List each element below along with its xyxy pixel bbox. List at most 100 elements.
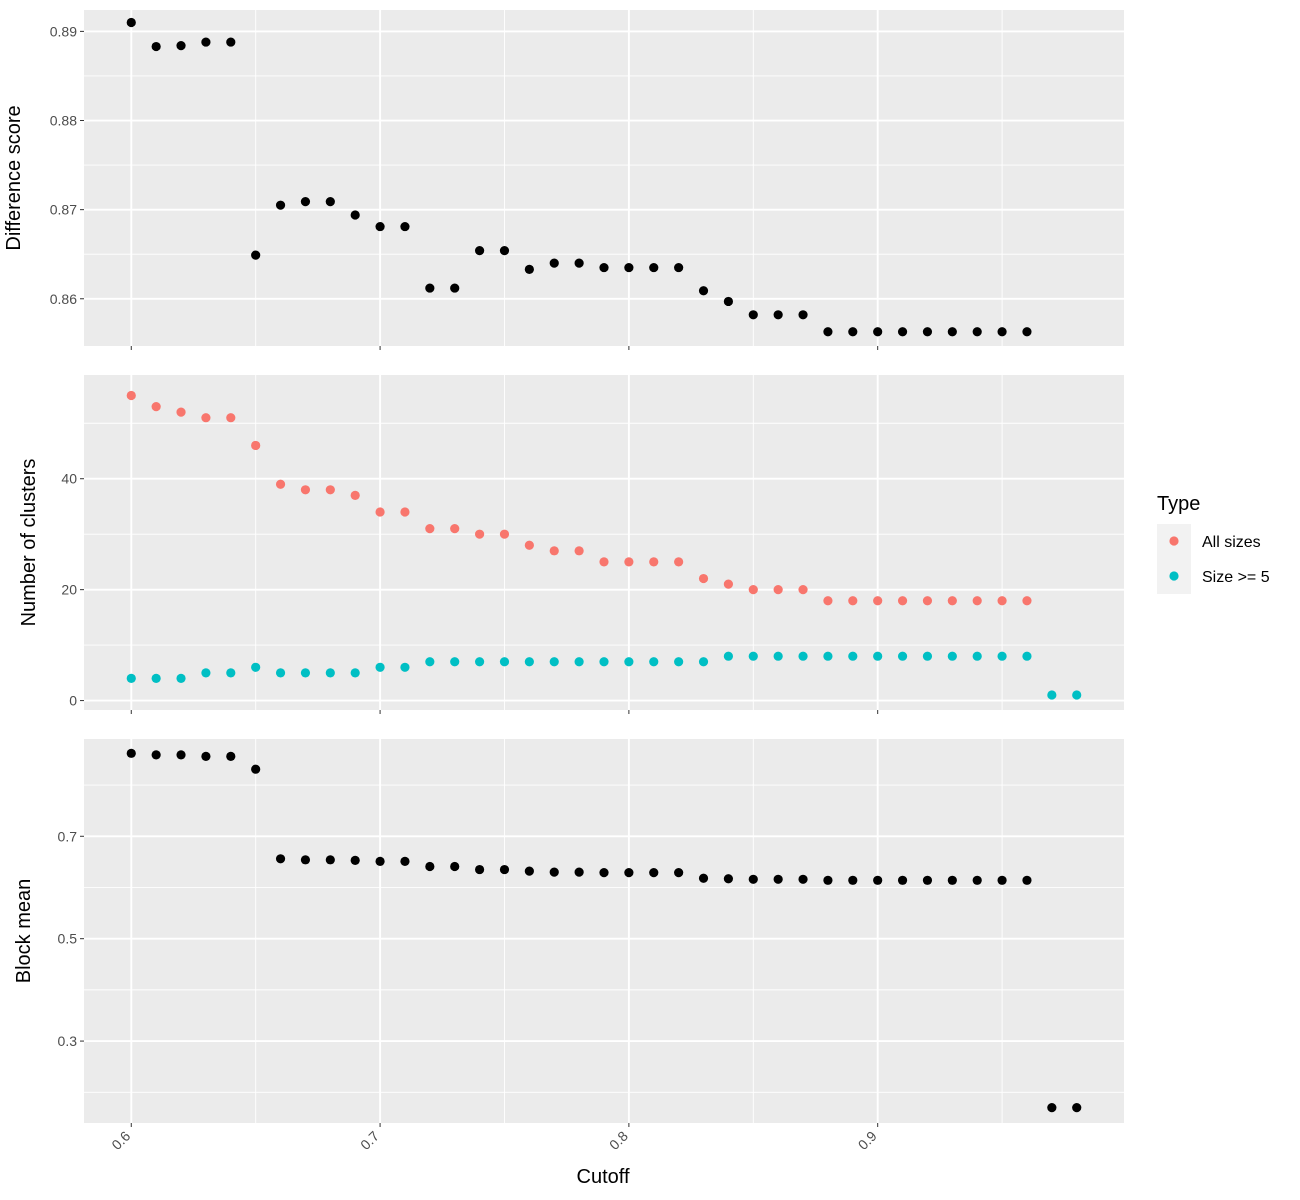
data-point (176, 673, 186, 683)
data-point (450, 524, 460, 534)
data-point (275, 668, 286, 678)
data-point (748, 651, 758, 661)
data-point (350, 855, 360, 865)
data-point (1022, 596, 1032, 606)
data-point (474, 864, 485, 875)
data-point (624, 557, 634, 567)
data-point (773, 874, 783, 884)
data-point (972, 875, 982, 885)
data-point (798, 651, 808, 661)
legend-key-size-ge-5 (1169, 571, 1179, 581)
data-point (723, 874, 734, 884)
data-point (674, 657, 684, 667)
data-point (549, 546, 559, 556)
data-point (1022, 875, 1032, 885)
data-point (300, 668, 311, 678)
y-tick-label: 0 (69, 693, 77, 709)
panel-background (84, 10, 1124, 346)
data-point (997, 327, 1007, 337)
data-point (251, 440, 261, 451)
data-point (226, 751, 236, 762)
data-point (1022, 651, 1032, 661)
series-all-sizes (126, 390, 1032, 606)
data-point (922, 596, 933, 606)
data-point (275, 200, 286, 210)
data-point (947, 651, 957, 661)
data-point (425, 657, 435, 667)
data-point (126, 748, 136, 758)
data-point (599, 557, 609, 567)
data-point (474, 529, 485, 539)
data-point (698, 657, 709, 667)
data-point (897, 596, 908, 606)
data-point (798, 310, 808, 320)
data-point (649, 557, 659, 567)
data-point (823, 327, 833, 337)
data-point (873, 651, 883, 661)
y-tick-label: 0.87 (50, 202, 77, 218)
data-point (723, 651, 734, 661)
data-point (574, 546, 584, 556)
data-point (151, 402, 161, 412)
panel-3: 0.3 0.5 0.7 Block mean (13, 739, 1124, 1127)
data-point (897, 875, 908, 885)
y-tick-label: 0.89 (50, 23, 77, 39)
data-point (300, 855, 311, 865)
data-point (425, 524, 435, 534)
data-point (524, 657, 534, 667)
data-point (325, 197, 335, 207)
legend-key-background (1157, 524, 1191, 594)
data-point (947, 327, 957, 337)
data-point (300, 197, 311, 207)
data-point (848, 327, 858, 337)
data-point (1072, 1103, 1082, 1113)
data-point (698, 573, 709, 584)
data-point (922, 327, 933, 337)
data-point (997, 875, 1007, 885)
data-point (674, 557, 684, 567)
data-point (176, 407, 186, 417)
data-point (649, 868, 659, 878)
data-point (226, 413, 236, 423)
data-point (226, 37, 236, 47)
legend-label-all-sizes: All sizes (1202, 534, 1261, 551)
data-point (1047, 690, 1057, 700)
data-point (997, 596, 1007, 606)
data-point (549, 867, 559, 877)
y-tick-label: 0.5 (58, 931, 78, 947)
y-tick-label: 0.88 (50, 113, 77, 129)
data-point (773, 585, 783, 595)
y-axis-title: Number of clusters (18, 459, 40, 627)
data-point (748, 310, 758, 320)
data-point (126, 390, 136, 401)
data-point (823, 596, 833, 606)
data-point (524, 540, 534, 550)
data-point (375, 662, 385, 672)
data-point (848, 596, 858, 606)
data-point (574, 867, 584, 877)
data-point (151, 673, 161, 683)
data-point (773, 651, 783, 661)
data-point (450, 657, 460, 667)
data-point (997, 651, 1007, 661)
y-tick-label: 40 (61, 471, 77, 487)
data-point (201, 413, 211, 423)
legend-label-size-ge-5: Size >= 5 (1202, 569, 1270, 586)
data-point (723, 296, 734, 307)
data-point (499, 529, 510, 539)
data-point (972, 651, 982, 661)
data-point (126, 17, 136, 28)
data-point (375, 856, 385, 866)
data-point (972, 327, 982, 337)
series-size-5 (126, 651, 1082, 700)
data-point (574, 657, 584, 667)
data-point (947, 596, 957, 606)
data-point (698, 873, 709, 883)
data-point (400, 507, 410, 517)
data-point (425, 861, 435, 872)
data-point (126, 673, 136, 683)
data-point (674, 868, 684, 878)
data-point (748, 874, 758, 884)
panel-2: 0 20 40 Number of clusters (18, 375, 1124, 714)
data-point (524, 866, 534, 876)
